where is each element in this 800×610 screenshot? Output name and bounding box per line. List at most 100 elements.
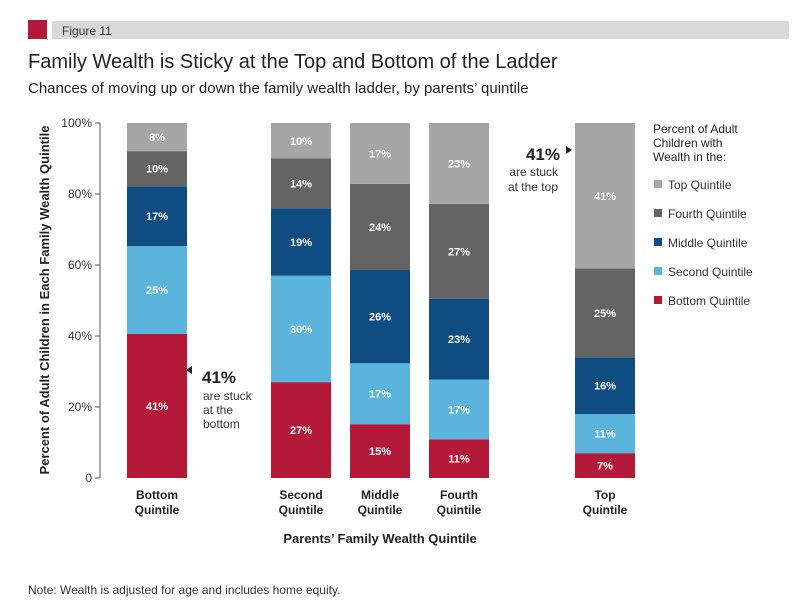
y-tick-label: 80% (68, 187, 92, 201)
legend-title: Wealth in the: (653, 150, 726, 164)
data-label: 23% (448, 158, 470, 170)
bar-segment (350, 424, 410, 478)
bar-segment (575, 268, 635, 358)
data-label: 25% (146, 285, 168, 297)
data-label: 15% (369, 446, 391, 458)
bar-segment (350, 183, 410, 271)
x-tick-label: Quintile (279, 503, 324, 517)
bar-segment (429, 123, 489, 204)
data-label: 19% (290, 237, 312, 249)
legend-swatch (654, 238, 662, 246)
x-tick-label: Fourth (440, 488, 478, 502)
bar-segment (271, 208, 331, 276)
data-label: 25% (594, 308, 616, 320)
x-tick-label: Second (279, 488, 322, 502)
x-tick-label: Quintile (437, 503, 482, 517)
legend-item: Second Quintile (668, 265, 753, 279)
y-axis-label: Percent of Adult Children in Each Family… (37, 126, 52, 475)
legend-title: Children with (653, 136, 722, 150)
bar-stack: 27% 30% 19% 14% 10% (271, 123, 331, 478)
legend-item: Bottom Quintile (668, 294, 750, 308)
bar-segment (350, 123, 410, 184)
bar-segment (575, 123, 635, 269)
legend-swatch (654, 267, 662, 275)
data-label: 41% (594, 191, 616, 203)
bar-segment (127, 186, 187, 247)
bar-segment (429, 203, 489, 299)
data-label: 41% (146, 401, 168, 413)
bar-stack: 15% 17% 26% 24% 17% (350, 123, 410, 478)
data-label: 27% (448, 246, 470, 258)
legend-item: Fourth Quintile (668, 207, 747, 221)
bar-segment (429, 379, 489, 440)
annotation-text: at the (203, 403, 233, 417)
bar-segment (127, 246, 187, 334)
y-tick-label: 100% (61, 116, 92, 130)
x-tick-label: Quintile (358, 503, 403, 517)
bar-segment (350, 363, 410, 425)
bar-segment (271, 275, 331, 383)
data-label: 10% (290, 136, 312, 148)
legend-swatch (654, 296, 662, 304)
x-tick-label: Top (594, 488, 615, 502)
bar-segment (271, 158, 331, 209)
legend-swatch (654, 180, 662, 188)
annotation-text: are stuck (203, 389, 253, 403)
figure-accent-square (28, 20, 47, 39)
y-tick-label: 0 (85, 471, 92, 485)
bar-stack: 41% 25% 17% 10% 8% (127, 123, 187, 478)
footnote: Note: Wealth is adjusted for age and inc… (28, 583, 340, 597)
data-label: 11% (594, 429, 616, 441)
bar-segment (429, 439, 489, 478)
bar-segment (271, 123, 331, 159)
x-tick-label: Quintile (583, 503, 628, 517)
annotation-value: 41% (526, 145, 560, 164)
annotation-top: 41% are stuck at the top (508, 145, 572, 194)
bar-segment (575, 453, 635, 478)
annotation-bottom: 41% are stuck at the bottom (186, 366, 253, 431)
legend-item: Middle Quintile (668, 236, 748, 250)
annotation-text: are stuck (509, 165, 559, 179)
data-label: 30% (290, 324, 312, 336)
data-label: 23% (448, 334, 470, 346)
data-label: 11% (448, 454, 470, 466)
data-label: 7% (597, 461, 613, 473)
legend-title: Percent of Adult (653, 122, 738, 136)
chart-title: Family Wealth is Sticky at the Top and B… (28, 51, 558, 73)
data-label: 26% (369, 312, 391, 324)
data-label: 17% (369, 148, 391, 160)
x-tick-label: Middle (361, 488, 399, 502)
bar-segment (127, 333, 187, 478)
annotation-value: 41% (202, 368, 236, 387)
bar-stack: 7% 11% 16% 25% 41% (575, 123, 635, 478)
bar-segment (575, 414, 635, 454)
annotation-arrow-icon (566, 146, 572, 154)
data-label: 17% (448, 404, 470, 416)
legend-swatch (654, 209, 662, 217)
annotation-text: at the top (508, 180, 558, 194)
x-tick-label: Quintile (135, 503, 180, 517)
x-tick-label: Bottom (136, 488, 178, 502)
bar-segment (271, 382, 331, 478)
x-axis-label: Parents’ Family Wealth Quintile (283, 531, 476, 546)
data-label: 17% (146, 211, 168, 223)
chart-subtitle: Chances of moving up or down the family … (28, 80, 529, 97)
data-label: 17% (369, 389, 391, 401)
data-label: 16% (594, 381, 616, 393)
y-tick-label: 20% (68, 400, 92, 414)
bar-segment (575, 357, 635, 415)
bar-segment (127, 151, 187, 187)
data-label: 24% (369, 222, 391, 234)
bar-segment (429, 298, 489, 380)
y-tick-label: 60% (68, 258, 92, 272)
figure-label: Figure 11 (62, 24, 112, 38)
data-label: 14% (290, 178, 312, 190)
annotation-arrow-icon (186, 366, 192, 374)
figure-header-bar (52, 21, 789, 39)
annotation-text: bottom (203, 417, 240, 431)
bar-segment (127, 123, 187, 152)
bar-stack: 11% 17% 23% 27% 23% (429, 123, 489, 478)
data-label: 10% (146, 164, 168, 176)
